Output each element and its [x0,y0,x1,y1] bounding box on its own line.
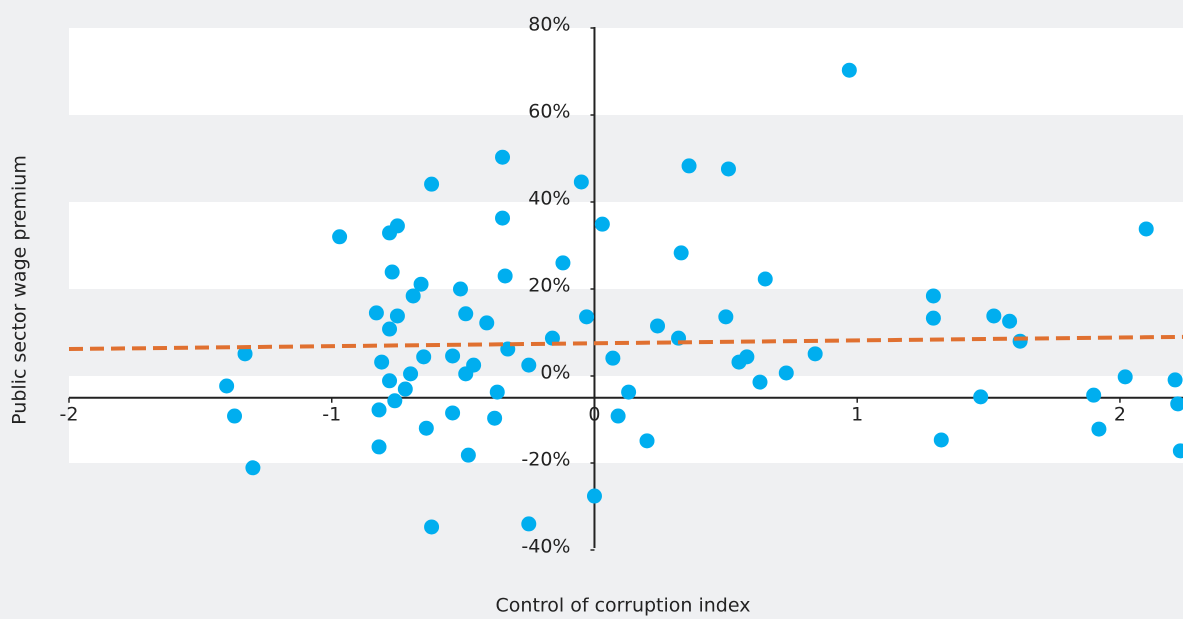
point [1012,333,1028,349]
point [424,176,440,192]
band [69,28,1183,115]
point [403,366,419,382]
point [458,306,474,322]
point [460,447,476,463]
point [332,229,348,245]
point [371,402,387,418]
point [413,276,429,292]
y-axis-title: Public sector wage premium [9,155,31,425]
trendline [68,334,1183,352]
point [986,308,1002,324]
point [579,309,595,325]
x-tick-label: -1 [322,403,341,425]
point [495,149,511,165]
point [621,384,637,400]
point [841,62,857,78]
point [368,305,384,321]
point [479,315,495,331]
x-tick-label: -2 [60,403,79,425]
point [1117,369,1133,385]
y-tick-label: 40% [528,188,570,210]
point [237,346,253,362]
point [610,408,626,424]
point [594,216,610,232]
point [495,210,511,226]
point [416,349,432,365]
x-tick-label: 1 [851,403,863,425]
point [650,318,666,334]
point [521,357,537,373]
point [458,366,474,382]
point [382,373,398,389]
point [397,381,413,397]
point [973,389,989,405]
point [757,271,773,287]
point [387,393,403,409]
point [245,460,261,476]
point [452,281,468,297]
point [807,346,823,362]
point [739,349,755,365]
point [374,354,390,370]
point [497,268,513,284]
point [389,308,405,324]
point [487,410,503,426]
point [720,161,736,177]
point [1002,313,1018,329]
point [1086,387,1102,403]
point [1091,421,1107,437]
point [1170,396,1183,412]
point [752,374,768,390]
point [673,245,689,261]
point [925,310,941,326]
x-axis-title: Control of corruption index [496,595,751,617]
point [219,378,235,394]
point [389,218,405,234]
y-tick-label: -40% [521,536,570,558]
point [555,255,571,271]
point [1138,221,1154,237]
point [424,519,440,535]
point [718,309,734,325]
point [445,405,461,421]
point [933,432,949,448]
point [489,384,505,400]
point [418,420,434,436]
y-tick-label: 60% [528,101,570,123]
x-tick-label: 2 [1114,403,1126,425]
point [639,433,655,449]
band [69,202,1183,289]
y-tick-label: 20% [528,275,570,297]
point [681,158,697,174]
point [1167,372,1183,388]
y-tick-label: 0% [540,362,570,384]
point [605,350,621,366]
y-tick-label: 80% [528,14,570,36]
point [445,348,461,364]
point [573,174,589,190]
point [405,288,421,304]
point [371,439,387,455]
point [1172,443,1183,459]
x-tick-label: 0 [588,403,600,425]
point [925,288,941,304]
point [586,488,602,504]
y-tick-label: -20% [521,449,570,471]
point [521,516,537,532]
point [778,365,794,381]
point [382,321,398,337]
point [384,264,400,280]
point [227,408,243,424]
